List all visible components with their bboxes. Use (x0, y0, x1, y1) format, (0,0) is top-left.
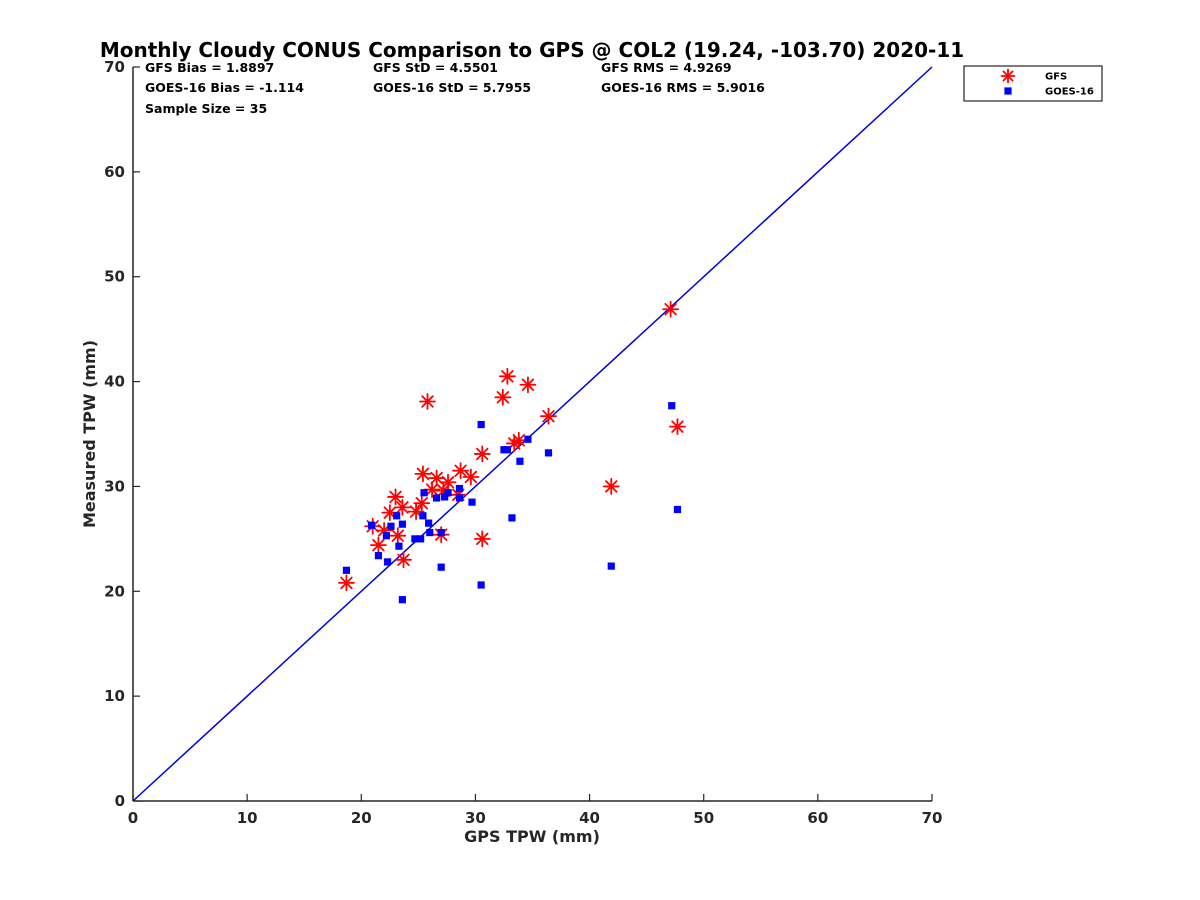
x-tick-label: 40 (579, 809, 600, 827)
y-axis-label: Measured TPW (mm) (80, 340, 99, 528)
reference-line-layer (132, 66, 933, 802)
goes16-point (455, 484, 464, 493)
x-tick-label: 30 (465, 809, 486, 827)
points-layer (338, 300, 686, 604)
goes16-point (387, 522, 395, 530)
stat-text: GFS Bias = 1.8897 (145, 60, 274, 75)
gfs-point (662, 300, 680, 318)
goes16-point (503, 446, 511, 454)
y-tick-label: 0 (115, 792, 125, 810)
y-tick-label: 30 (104, 477, 125, 495)
gfs-point (387, 488, 404, 506)
gfs-point (370, 536, 387, 554)
gfs-point (419, 393, 436, 410)
stat-text: GFS StD = 4.5501 (373, 60, 498, 75)
goes16-point (417, 535, 425, 543)
gfs-point (473, 530, 491, 548)
stat-text: GOES-16 RMS = 5.9016 (601, 80, 765, 95)
stat-text: GOES-16 Bias = -1.114 (145, 80, 304, 95)
goes16-point (382, 532, 390, 540)
goes16-point (455, 494, 464, 502)
y-tick-label: 50 (104, 268, 125, 286)
legend-goes16-marker (1004, 87, 1012, 95)
goes16-point (607, 562, 615, 570)
goes16-point (516, 457, 524, 465)
goes16-point (395, 542, 403, 550)
gfs-point (494, 388, 512, 406)
x-tick-label: 70 (922, 809, 943, 827)
goes16-point (524, 435, 532, 443)
goes16-point (411, 535, 419, 543)
goes16-point (425, 519, 433, 527)
ticks-layer: 0 10 20 30 40 50 60 70 0 10 20 30 40 50 60 70 (104, 58, 942, 827)
gfs-point (452, 462, 469, 480)
y-tick-label: 70 (104, 58, 125, 76)
goes16-point (383, 558, 392, 566)
legend-label: GOES-16 (1045, 87, 1094, 98)
x-tick-label: 50 (693, 809, 714, 827)
goes16-point (419, 512, 427, 520)
goes16-point (342, 566, 351, 574)
x-tick-label: 20 (351, 809, 372, 827)
legend: GFS GOES-16 (963, 65, 1103, 102)
stat-text: GOES-16 StD = 5.7955 (373, 80, 531, 95)
gfs-point (540, 407, 557, 425)
goes16-point (544, 449, 553, 457)
gfs-point (338, 574, 355, 592)
x-tick-label: 0 (128, 809, 138, 827)
goes16-point (433, 494, 441, 502)
stats-block: GFS Bias = 1.8897 GFS StD = 4.5501 GFS RMS… (145, 60, 765, 116)
gfs-point (414, 465, 432, 483)
one-to-one-line (132, 66, 933, 802)
goes16-point (673, 505, 682, 514)
goes16-point (398, 520, 406, 528)
goes16-point (426, 528, 434, 537)
gfs-point (602, 478, 620, 495)
goes16-point (441, 493, 449, 501)
goes16-point (420, 489, 428, 497)
series-goes-16 (342, 402, 682, 604)
goes16-point (508, 514, 516, 522)
y-tick-label: 10 (104, 687, 125, 705)
y-tick-label: 20 (104, 582, 125, 600)
x-tick-label: 10 (237, 809, 258, 827)
stat-text: GFS RMS = 4.9269 (601, 60, 732, 75)
goes16-point (398, 596, 406, 604)
stat-text: Sample Size = 35 (145, 101, 267, 116)
gfs-point (669, 418, 686, 436)
goes16-point (477, 581, 485, 589)
gfs-point (439, 473, 457, 491)
gfs-point (462, 468, 480, 486)
goes16-point (437, 563, 445, 571)
goes16-point (444, 489, 452, 497)
goes16-point (437, 528, 445, 537)
x-axis-label: GPS TPW (mm) (464, 827, 600, 846)
y-tick-label: 40 (104, 373, 125, 391)
gfs-point (393, 498, 411, 516)
goes16-point (393, 512, 401, 520)
gfs-point (428, 469, 446, 487)
gfs-point (510, 431, 528, 449)
goes16-point (367, 521, 376, 529)
goes16-point (477, 420, 485, 429)
plot-area (132, 67, 932, 802)
chart-title: Monthly Cloudy CONUS Comparison to GPS @… (100, 38, 964, 62)
goes16-point (468, 498, 476, 506)
goes16-point (668, 402, 676, 410)
legend-label: GFS (1045, 72, 1067, 83)
legend-gfs-marker (1000, 68, 1016, 84)
gfs-point (498, 367, 516, 385)
gfs-point (413, 494, 431, 512)
legend-box (963, 65, 1103, 102)
gfs-point (423, 481, 441, 498)
gfs-point (389, 527, 407, 545)
gfs-point (519, 376, 537, 394)
gfs-point (473, 445, 491, 463)
y-tick-label: 60 (104, 163, 125, 181)
x-tick-label: 60 (807, 809, 828, 827)
goes16-point (374, 552, 383, 560)
series-gfs (338, 300, 686, 592)
gfs-point (395, 551, 412, 569)
